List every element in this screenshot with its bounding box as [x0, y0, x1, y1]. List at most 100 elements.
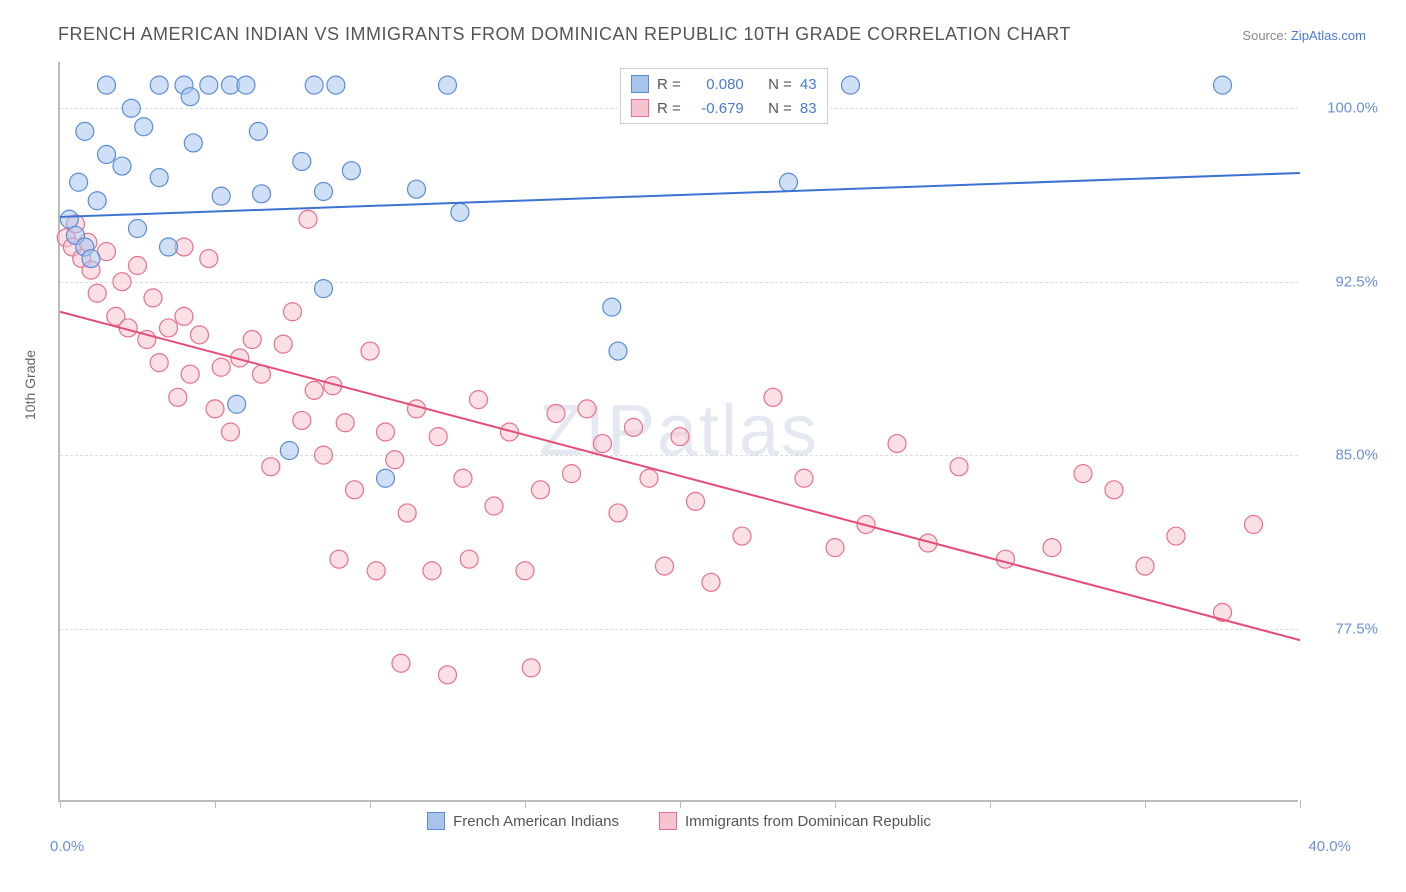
data-point: [1043, 539, 1061, 557]
swatch-blue: [631, 75, 649, 93]
data-point: [315, 446, 333, 464]
data-point: [656, 557, 674, 575]
data-point: [342, 162, 360, 180]
data-point: [243, 331, 261, 349]
legend-item-2: Immigrants from Dominican Republic: [659, 812, 931, 830]
data-point: [113, 273, 131, 291]
swatch-blue-bottom: [427, 812, 445, 830]
legend-label-2: Immigrants from Dominican Republic: [685, 813, 931, 830]
n-label: N =: [768, 76, 792, 93]
data-point: [640, 469, 658, 487]
data-point: [160, 238, 178, 256]
data-point: [625, 418, 643, 436]
data-point: [200, 76, 218, 94]
data-point: [609, 504, 627, 522]
data-point: [249, 122, 267, 140]
data-point: [330, 550, 348, 568]
data-point: [398, 504, 416, 522]
data-point: [98, 146, 116, 164]
data-point: [293, 152, 311, 170]
chart-area: 77.5%85.0%92.5%100.0% ZIPatlas R = 0.080…: [58, 62, 1298, 802]
r-value-2: -0.679: [689, 100, 744, 117]
scatter-plot: [60, 62, 1298, 800]
data-point: [60, 210, 78, 228]
data-point: [129, 220, 147, 238]
x-axis-min-label: 0.0%: [50, 838, 84, 855]
x-tick: [680, 800, 681, 808]
data-point: [532, 481, 550, 499]
data-point: [336, 414, 354, 432]
data-point: [454, 469, 472, 487]
data-point: [1167, 527, 1185, 545]
data-point: [274, 335, 292, 353]
data-point: [200, 250, 218, 268]
data-point: [764, 388, 782, 406]
x-tick: [990, 800, 991, 808]
x-tick: [1300, 800, 1301, 808]
data-point: [439, 76, 457, 94]
y-tick-label: 100.0%: [1327, 100, 1378, 117]
legend-item-1: French American Indians: [427, 812, 619, 830]
data-point: [997, 550, 1015, 568]
data-point: [470, 391, 488, 409]
data-point: [563, 465, 581, 483]
data-point: [181, 365, 199, 383]
data-point: [122, 99, 140, 117]
data-point: [88, 192, 106, 210]
x-tick: [835, 800, 836, 808]
data-point: [826, 539, 844, 557]
data-point: [315, 280, 333, 298]
data-point: [98, 76, 116, 94]
data-point: [315, 183, 333, 201]
data-point: [327, 76, 345, 94]
legend-label-1: French American Indians: [453, 813, 619, 830]
data-point: [367, 562, 385, 580]
data-point: [377, 469, 395, 487]
r-label: R =: [657, 100, 681, 117]
data-point: [222, 423, 240, 441]
data-point: [253, 365, 271, 383]
y-axis-label: 10th Grade: [22, 350, 38, 420]
data-point: [950, 458, 968, 476]
legend-stats-box: R = 0.080 N = 43 R = -0.679 N = 83: [620, 68, 828, 124]
data-point: [175, 307, 193, 325]
data-point: [1136, 557, 1154, 575]
n-value-1: 43: [800, 76, 817, 93]
x-axis-max-label: 40.0%: [1308, 838, 1351, 855]
data-point: [70, 173, 88, 191]
data-point: [547, 405, 565, 423]
data-point: [129, 257, 147, 275]
data-point: [594, 435, 612, 453]
data-point: [377, 423, 395, 441]
data-point: [408, 400, 426, 418]
data-point: [1214, 76, 1232, 94]
n-value-2: 83: [800, 100, 817, 117]
source-attribution: Source: ZipAtlas.com: [1242, 28, 1366, 43]
legend-stats-row-1: R = 0.080 N = 43: [631, 72, 817, 96]
swatch-pink-bottom: [659, 812, 677, 830]
data-point: [386, 451, 404, 469]
data-point: [212, 358, 230, 376]
source-link[interactable]: ZipAtlas.com: [1291, 28, 1366, 43]
data-point: [429, 428, 447, 446]
data-point: [135, 118, 153, 136]
data-point: [184, 134, 202, 152]
data-point: [687, 492, 705, 510]
data-point: [1074, 465, 1092, 483]
r-value-1: 0.080: [689, 76, 744, 93]
data-point: [212, 187, 230, 205]
data-point: [284, 303, 302, 321]
x-tick: [525, 800, 526, 808]
y-tick-label: 77.5%: [1335, 620, 1378, 637]
data-point: [392, 654, 410, 672]
n-label: N =: [768, 100, 792, 117]
data-point: [408, 180, 426, 198]
data-point: [160, 319, 178, 337]
data-point: [144, 289, 162, 307]
swatch-pink: [631, 99, 649, 117]
data-point: [733, 527, 751, 545]
data-point: [578, 400, 596, 418]
data-point: [206, 400, 224, 418]
data-point: [113, 157, 131, 175]
chart-title: FRENCH AMERICAN INDIAN VS IMMIGRANTS FRO…: [58, 24, 1071, 45]
